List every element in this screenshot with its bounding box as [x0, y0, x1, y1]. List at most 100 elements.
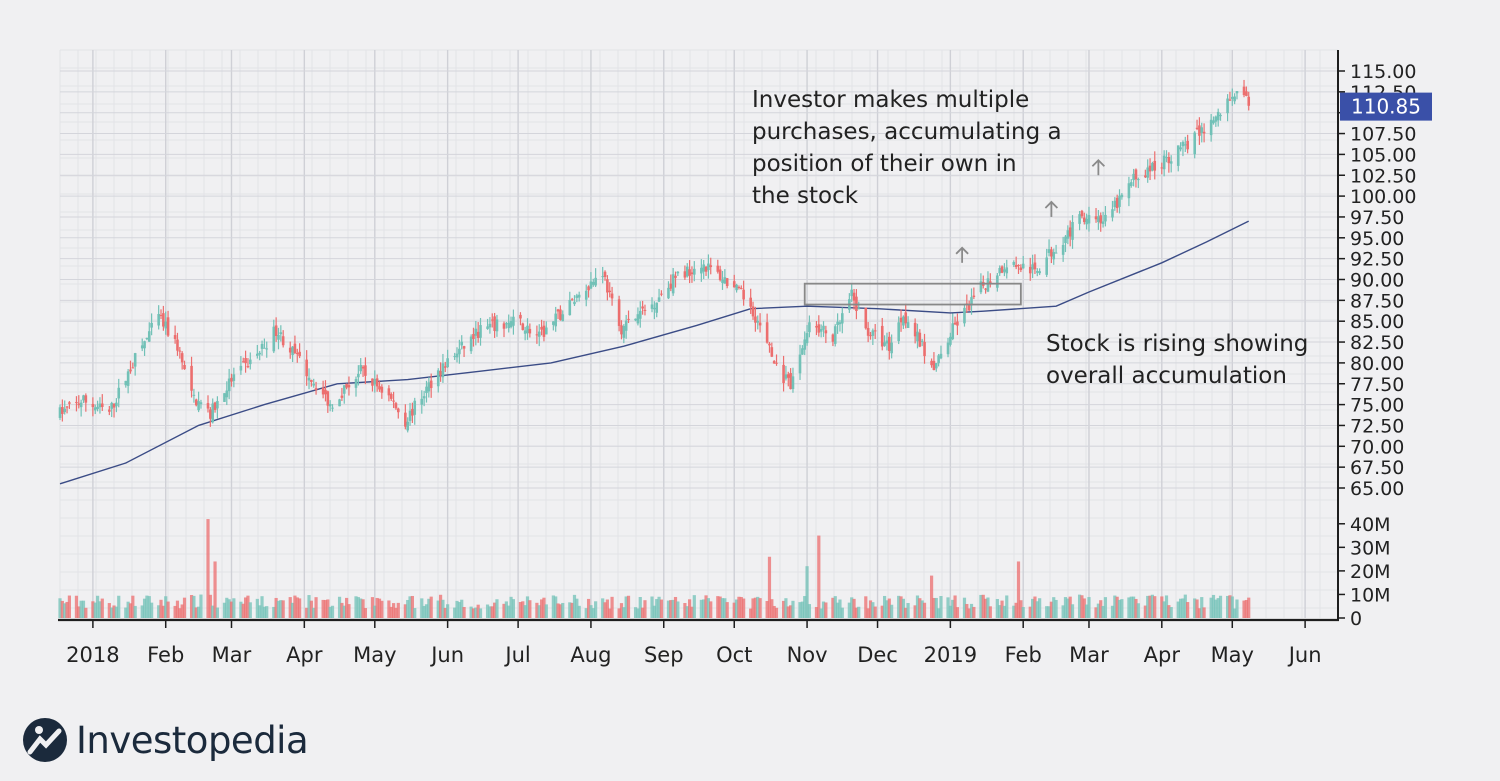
candle-body [770, 347, 774, 357]
volume-bar [232, 598, 236, 618]
volume-bar [1054, 599, 1058, 618]
volume-bar [525, 596, 530, 618]
volume-bar [471, 608, 476, 618]
candle-body [996, 275, 999, 288]
candle-body [707, 263, 710, 271]
volume-bar [460, 599, 464, 618]
volume-bar [544, 604, 548, 618]
candle-body [984, 288, 987, 290]
volume-bar [1052, 597, 1056, 618]
volume-bar [523, 605, 527, 618]
candle-body [739, 288, 743, 290]
volume-bar [988, 606, 992, 618]
volume-bar [323, 600, 328, 618]
volume-bar [655, 599, 659, 618]
volume-bar [1148, 595, 1152, 618]
volume-bar [751, 598, 755, 618]
volume-bar [770, 599, 774, 618]
candle-body [866, 327, 870, 336]
volume-bar [410, 595, 414, 618]
candle-body [279, 332, 283, 335]
volume-bar [1021, 607, 1025, 618]
volume-bar [272, 606, 276, 618]
candle-body [1066, 230, 1070, 239]
volume-bar [650, 596, 654, 618]
price-tick-label: 87.50 [1350, 290, 1404, 312]
candle-body [1193, 132, 1196, 155]
candle-body [918, 332, 922, 347]
moving-average-line [59, 220, 1250, 485]
candle-body [782, 364, 785, 384]
volume-bar [749, 608, 753, 618]
investopedia-logo[interactable]: Investopedia [22, 714, 309, 766]
volume-bar [1049, 601, 1053, 618]
volume-bar [142, 598, 147, 618]
volume-bar [537, 605, 541, 618]
candle-body [1050, 249, 1053, 257]
candle-body [1047, 249, 1051, 253]
volume-bar [518, 601, 523, 618]
candle-body [380, 386, 384, 393]
volume-bar [114, 606, 118, 618]
candle-body [1146, 167, 1150, 178]
candle-body [277, 334, 280, 340]
volume-bar [391, 603, 396, 618]
candle-body [77, 403, 81, 406]
candle-body [537, 331, 541, 337]
candle-body [657, 297, 661, 302]
volume-bar [370, 597, 375, 618]
candle-body [91, 403, 95, 408]
volume-bar [577, 605, 581, 618]
candle-body [225, 390, 229, 398]
candle-body [841, 313, 844, 324]
volume-bar [1178, 598, 1183, 618]
volume-bar [586, 598, 591, 618]
annotation-purchases: Investor makes multiple purchases, accum… [752, 87, 1062, 209]
volume-bar [1200, 597, 1204, 618]
candle-body [805, 333, 809, 344]
volume-bar [1038, 598, 1042, 618]
volume-bar [63, 603, 67, 618]
candle-body [340, 395, 344, 398]
candle-body [1132, 173, 1135, 181]
candle-body [361, 366, 365, 369]
candle-body [331, 407, 334, 409]
volume-bar [709, 601, 713, 618]
candle-body [312, 383, 316, 386]
volume-bar [1153, 596, 1157, 618]
volume-bar [758, 598, 762, 618]
volume-bar [850, 597, 854, 618]
volume-bar [619, 603, 624, 618]
volume-bar [206, 519, 210, 618]
candle-body [1212, 120, 1215, 124]
candle-body [227, 378, 231, 392]
candle-body [394, 403, 398, 409]
volume-bar [1080, 595, 1084, 618]
volume-bar [406, 599, 410, 618]
candle-body [310, 379, 313, 382]
candle-body [808, 322, 811, 333]
candle-body [1127, 183, 1131, 199]
candle-body [641, 306, 644, 309]
volume-bar [868, 600, 873, 618]
candle-body [1195, 127, 1199, 129]
candle-body [241, 361, 245, 363]
volume-bar [424, 604, 429, 618]
candle-body [873, 330, 877, 332]
volume-bar [676, 601, 680, 618]
volume-bar [1197, 608, 1201, 618]
candle-body [387, 388, 391, 396]
candle-body [425, 386, 428, 394]
volume-bar [866, 608, 870, 618]
candle-body [857, 308, 861, 310]
candle-body [577, 294, 581, 298]
candle-body [554, 313, 557, 327]
volume-bar [1167, 605, 1171, 618]
candle-body [354, 379, 358, 388]
volume-bar [955, 607, 960, 618]
volume-bar [375, 597, 379, 618]
time-tick-label: May [353, 643, 396, 667]
candle-body [756, 320, 760, 323]
price-tick-label: 65.00 [1350, 478, 1404, 500]
volume-bar [509, 596, 513, 618]
